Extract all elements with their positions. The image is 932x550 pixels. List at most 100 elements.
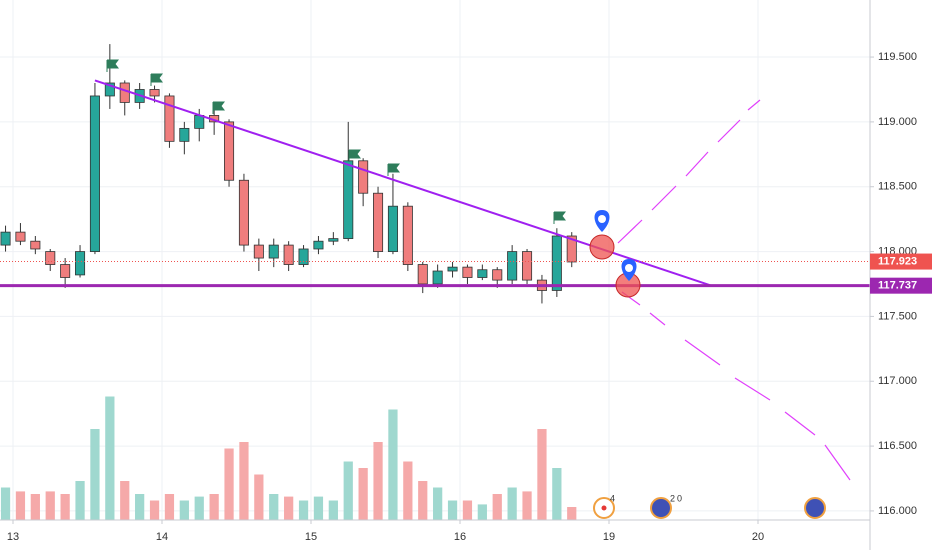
volume-bar — [313, 496, 324, 520]
price-label-box — [870, 253, 932, 270]
event-icon[interactable] — [804, 497, 826, 519]
y-tick-label: 119.500 — [878, 51, 917, 63]
candle-body — [432, 270, 443, 285]
icons: 4 2 0 — [106, 59, 826, 519]
candle-body — [89, 95, 100, 252]
candle-body — [179, 127, 190, 142]
y-tick-label: 116.500 — [878, 440, 917, 452]
volume-bar — [149, 500, 160, 520]
price-label: 117.737 — [878, 280, 917, 292]
candle-body — [492, 269, 503, 281]
flag — [387, 163, 400, 176]
event-icon[interactable] — [650, 497, 672, 519]
grid — [0, 0, 870, 520]
candle-body — [45, 251, 56, 265]
candle-body — [522, 251, 533, 281]
candle-body — [387, 205, 398, 252]
volume-bar — [105, 396, 115, 520]
x-tick-label: 16 — [454, 531, 466, 543]
candle-body — [566, 235, 577, 263]
volume-bar — [269, 494, 279, 520]
volume-bar — [447, 500, 458, 520]
candle-body — [30, 240, 41, 250]
volume-bar — [224, 448, 234, 520]
candle-body — [447, 266, 458, 272]
x-tick-label: 13 — [7, 531, 19, 543]
flag — [553, 211, 566, 224]
volume-bar — [477, 504, 487, 520]
candle-body — [358, 160, 369, 194]
volume-bar — [492, 494, 502, 520]
y-tick-label: 116.000 — [878, 505, 917, 517]
candle-body — [60, 264, 71, 278]
price-label-box — [870, 277, 932, 294]
flag — [106, 59, 119, 72]
x-tick-label: 19 — [603, 531, 615, 543]
volume-bar — [194, 496, 204, 520]
volume-bar — [30, 494, 40, 520]
volume-bar — [0, 487, 11, 520]
volume-bar — [522, 491, 532, 520]
candle-body — [402, 205, 413, 265]
volume-bar — [239, 442, 249, 520]
candle-body — [551, 235, 562, 291]
volume-bar — [343, 461, 353, 520]
volume-bar — [328, 500, 338, 520]
event-count: 4 — [610, 493, 615, 503]
candles — [0, 44, 577, 304]
volume-bar — [403, 461, 413, 520]
volume-bar — [433, 487, 443, 520]
axes: 116.000116.500117.000117.500118.000118.5… — [7, 51, 932, 543]
volume-bar — [120, 481, 130, 520]
volume-bar — [284, 496, 294, 520]
candle-body — [194, 115, 205, 129]
drawings — [617, 99, 851, 481]
volume-bar — [209, 494, 219, 520]
candle-body — [164, 95, 175, 142]
x-tick-label: 14 — [156, 531, 168, 543]
candle-body — [119, 82, 130, 103]
volume-bar — [552, 468, 562, 520]
volume-bar — [358, 468, 368, 520]
volume-bar — [164, 494, 175, 520]
volume-bar — [388, 409, 398, 520]
candle-body — [298, 248, 309, 265]
candle-body — [253, 244, 264, 259]
pin-hole — [598, 215, 606, 223]
flag — [150, 73, 163, 86]
candle-body — [268, 244, 279, 259]
candle-body — [477, 269, 488, 278]
candle-body — [283, 244, 294, 265]
event-count: 0 — [677, 493, 682, 503]
candle-body — [343, 160, 354, 240]
volume-bar — [373, 442, 383, 520]
projection-up — [617, 99, 761, 244]
y-tick-label: 117.500 — [878, 310, 917, 322]
projection-down — [621, 291, 851, 481]
x-tick-label: 15 — [305, 531, 317, 543]
candle-body — [507, 251, 518, 281]
candle-body — [104, 82, 115, 97]
candle-body — [15, 231, 26, 242]
volume-pane — [0, 396, 577, 520]
candle-body — [238, 179, 249, 246]
flag — [212, 101, 225, 114]
x-tick-label: 20 — [752, 531, 764, 543]
volume-bar — [567, 507, 577, 520]
marker-circle — [589, 234, 615, 260]
flags — [106, 59, 566, 224]
candle-body — [313, 240, 324, 250]
candle-body — [373, 192, 384, 252]
volume-bar — [60, 494, 70, 520]
volume-bar — [298, 500, 309, 520]
volume-bar — [418, 481, 428, 520]
candle-body — [328, 238, 339, 242]
candle-body — [0, 231, 11, 246]
candle-body — [417, 264, 428, 285]
price-label: 117.923 — [878, 255, 917, 267]
candle-body — [149, 89, 160, 97]
volume-bar — [254, 474, 264, 520]
event-count: 2 — [670, 493, 675, 503]
y-tick-label: 119.000 — [878, 116, 917, 128]
